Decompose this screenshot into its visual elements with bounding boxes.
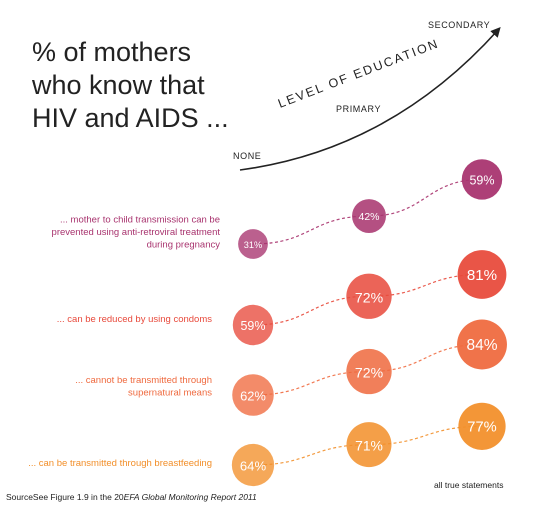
source-report: EFA Global Monitoring Report 2011	[123, 492, 257, 502]
data-label-s2-secondary: 81%	[467, 267, 497, 284]
data-label-s4-primary: 71%	[355, 438, 383, 454]
data-label-s2-primary: 72%	[355, 289, 384, 305]
series-label-4-line-1: ... can be transmitted through breastfee…	[28, 458, 212, 469]
series-label-3-line-1: ... cannot be transmitted through	[75, 375, 212, 386]
bubble-s4-secondary	[458, 402, 506, 450]
source-prefix: SourceSee Figure 1.9 in the 20	[6, 492, 124, 502]
bubble-s3-secondary	[457, 319, 507, 370]
bubble-s2-none	[232, 304, 274, 346]
series-label-1-line-3: during pregnancy	[147, 240, 221, 251]
title-line-1: % of mothers	[32, 37, 192, 67]
chart-title: % of mothers who know that HIV and AIDS …	[32, 36, 242, 135]
bubble-s4-none	[231, 443, 275, 487]
series-label-1-line-2: prevented using anti-retroviral treatmen…	[52, 227, 221, 238]
bubble-s3-none	[232, 374, 274, 416]
bubble-s3-primary	[346, 348, 392, 395]
title-line-2: who know that	[32, 70, 205, 100]
bubble-s2-secondary	[457, 250, 507, 299]
series-line-3	[252, 343, 483, 396]
education-axis-label: LEVEL OF EDUCATION	[276, 36, 441, 111]
data-label-s3-primary: 72%	[355, 365, 384, 381]
bubble-s1-primary	[352, 199, 386, 234]
footnote: all true statements	[434, 480, 504, 490]
data-label-s4-secondary: 77%	[467, 419, 496, 435]
level-secondary: SECONDARY	[428, 20, 490, 30]
level-primary: PRIMARY	[336, 104, 381, 114]
series-label-2-line-1: ... can be reduced by using condoms	[57, 314, 213, 325]
data-label-s4-none: 64%	[240, 459, 267, 474]
education-arrow	[239, 27, 501, 171]
data-label-s1-primary: 42%	[358, 211, 379, 223]
bubble-s4-primary	[346, 422, 392, 468]
data-label-s1-secondary: 59%	[469, 173, 494, 187]
series-label-1-line-1: ... mother to child transmission can be	[60, 215, 220, 226]
data-label-s2-none: 59%	[240, 319, 265, 333]
title-line-3: HIV and AIDS ...	[32, 103, 229, 133]
series-line-2	[252, 273, 483, 326]
bubble-s2-primary	[346, 273, 392, 319]
chart-marks: 31% 42% 59% ... mother to child transmissio…	[28, 159, 507, 487]
data-label-s3-none: 62%	[240, 389, 266, 404]
level-none: NONE	[233, 151, 261, 161]
bubble-s1-none	[238, 229, 268, 259]
data-label-s3-secondary: 84%	[466, 337, 497, 354]
source-note: SourceSee Figure 1.9 in the 20EFA Global…	[6, 492, 257, 502]
series-label-3-line-2: supernatural means	[128, 387, 212, 398]
bubble-s1-secondary	[461, 159, 503, 200]
data-label-s1-none: 31%	[244, 240, 262, 250]
